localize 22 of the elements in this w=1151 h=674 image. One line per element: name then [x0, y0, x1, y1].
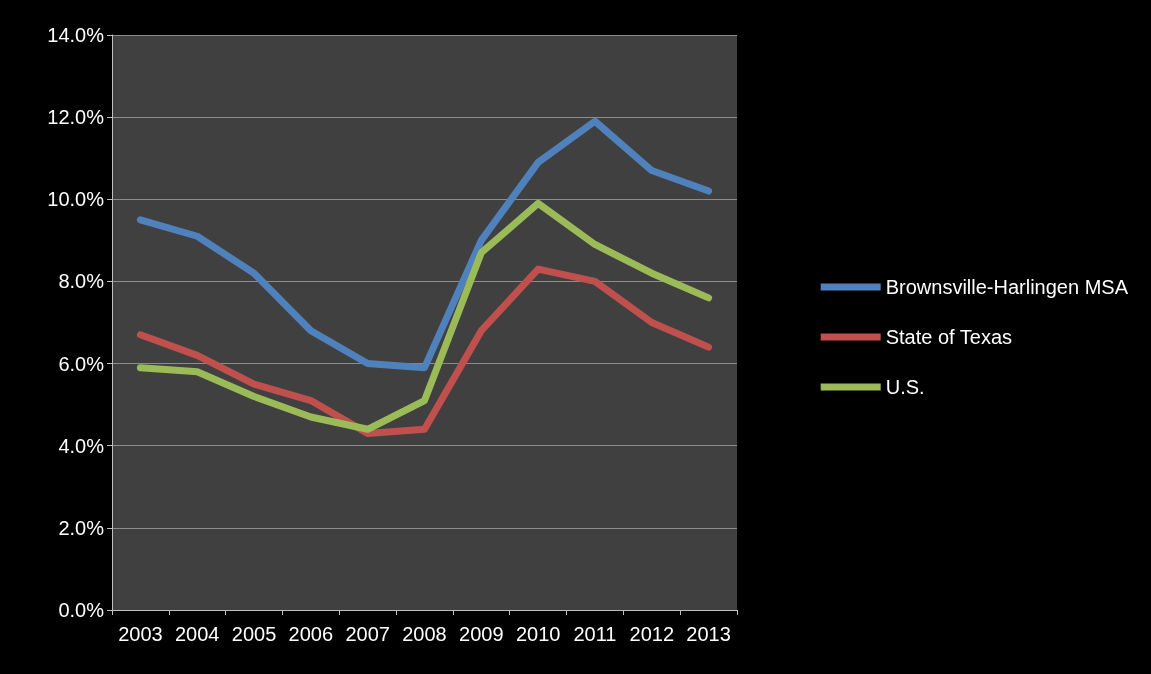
legend-label: State of Texas [885, 326, 1013, 348]
y-tick-label: 4.0% [58, 434, 105, 457]
legend-label: Brownsville-Harlingen MSA [885, 276, 1129, 298]
x-tick-label: 2011 [573, 623, 617, 645]
y-tick-label: 8.0% [58, 270, 105, 293]
x-tick-label: 2005 [231, 623, 277, 645]
legend-label: U.S. [885, 376, 925, 398]
x-tick-label: 2013 [686, 623, 731, 645]
y-tick-label: 2.0% [58, 516, 105, 539]
x-tick-label: 2006 [288, 623, 334, 645]
x-tick-label: 2010 [515, 623, 561, 645]
y-tick-label: 0.0% [58, 599, 105, 621]
x-tick-label: 2003 [118, 623, 163, 645]
x-tick-label: 2009 [459, 623, 504, 645]
x-tick-label: 2008 [402, 623, 447, 645]
y-tick-label: 12.0% [47, 106, 105, 129]
x-tick-label: 2004 [174, 623, 220, 645]
x-tick-label: 2007 [345, 623, 390, 645]
y-tick-label: 14.0% [47, 24, 105, 46]
y-tick-label: 10.0% [47, 188, 105, 211]
y-tick-label: 6.0% [58, 352, 105, 375]
x-tick-label: 2012 [629, 623, 675, 645]
